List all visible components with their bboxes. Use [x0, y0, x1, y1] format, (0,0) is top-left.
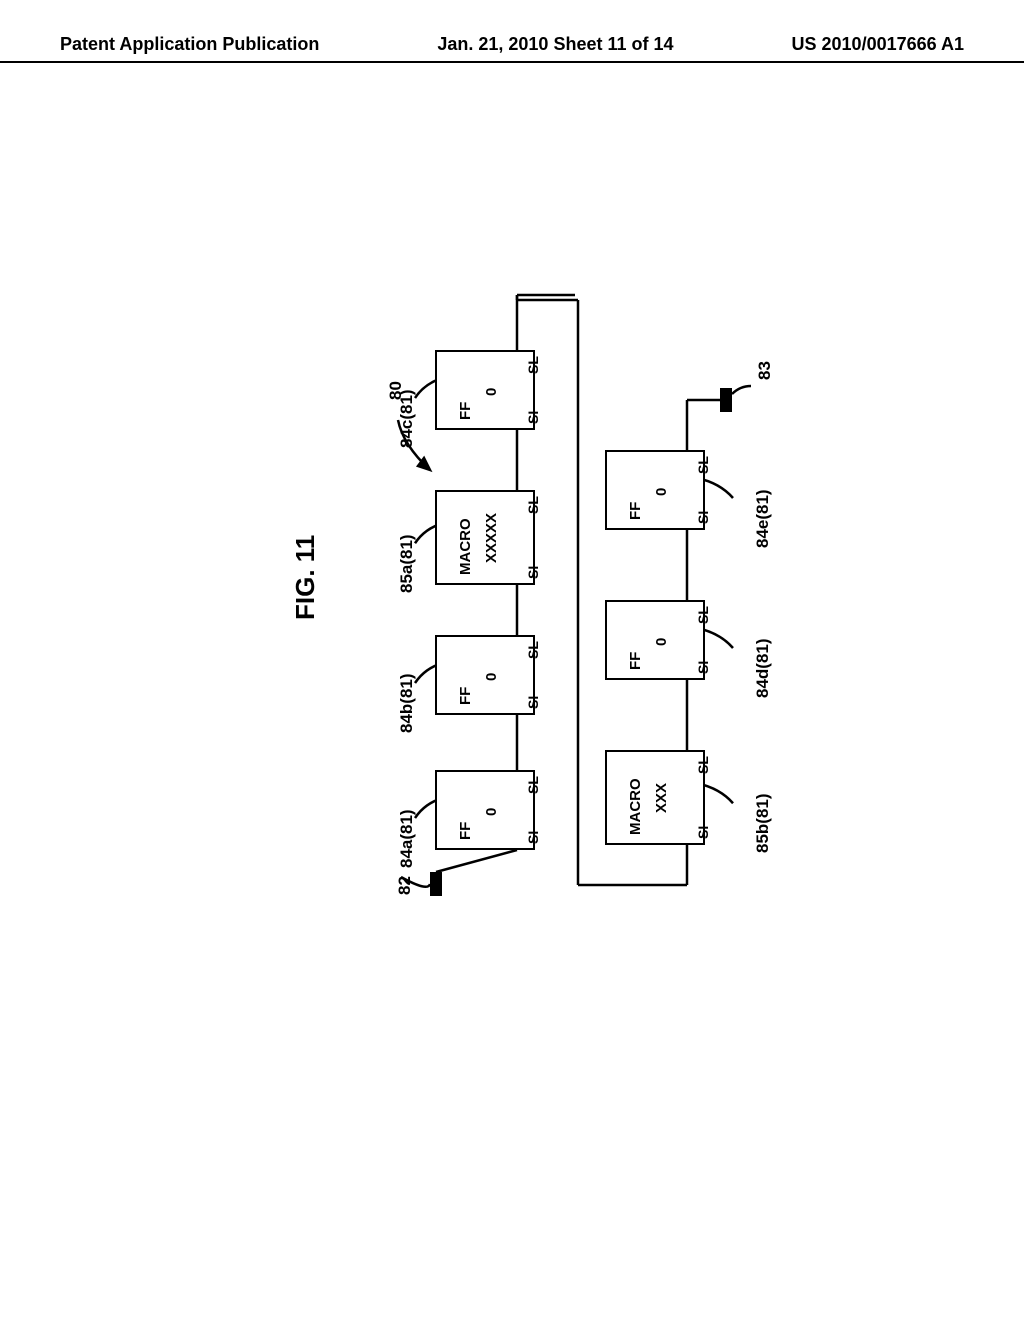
block-ref-85b: 85b(81)	[753, 794, 773, 854]
pin-si-84c: SI	[525, 411, 541, 424]
pin-si-84e: SI	[695, 511, 711, 524]
pin-sl-84d: SL	[695, 606, 711, 624]
pin-sl-84e: SL	[695, 456, 711, 474]
block-ref-84b: 84b(81)	[397, 673, 417, 733]
pin-sl-84a: SL	[525, 776, 541, 794]
pin-sl-85b: SL	[695, 756, 711, 774]
pin-si-84b: SI	[525, 696, 541, 709]
pin-sl-84b: SL	[525, 641, 541, 659]
pin-si-84a: SI	[525, 831, 541, 844]
block-value-84a: 0	[483, 808, 500, 816]
block-ref-84a: 84a(81)	[397, 809, 417, 868]
block-value-85a: XXXXX	[483, 512, 500, 562]
block-type-85a: MACRO	[457, 518, 474, 575]
block-value-84e: 0	[653, 488, 670, 496]
pad-82	[430, 872, 442, 896]
pin-sl-85a: SL	[525, 496, 541, 514]
block-type-85b: MACRO	[627, 778, 644, 835]
block-ref-85a: 85a(81)	[397, 535, 417, 594]
pin-si-85a: SI	[525, 566, 541, 579]
figure-label: FIG. 11	[290, 535, 321, 620]
block-type-84d: FF	[627, 652, 644, 670]
block-ref-84e: 84e(81)	[753, 489, 773, 548]
block-value-85b: XXX	[653, 782, 670, 812]
block-ref-84c: 84c(81)	[397, 389, 417, 448]
pad-ref-83: 83	[755, 361, 775, 380]
pin-si-85b: SI	[695, 826, 711, 839]
pin-sl-84c: SL	[525, 356, 541, 374]
block-value-84d: 0	[653, 638, 670, 646]
block-value-84c: 0	[483, 388, 500, 396]
block-type-84b: FF	[457, 687, 474, 705]
block-type-84e: FF	[627, 502, 644, 520]
diagram: FIG. 1180FF0SISL84a(81)FF0SISL84b(81)MAC…	[0, 0, 1024, 1320]
block-ref-84d: 84d(81)	[753, 638, 773, 698]
pad-83	[720, 388, 732, 412]
block-type-84a: FF	[457, 822, 474, 840]
block-value-84b: 0	[483, 673, 500, 681]
pad-ref-82: 82	[395, 876, 415, 895]
block-type-84c: FF	[457, 402, 474, 420]
pin-si-84d: SI	[695, 661, 711, 674]
